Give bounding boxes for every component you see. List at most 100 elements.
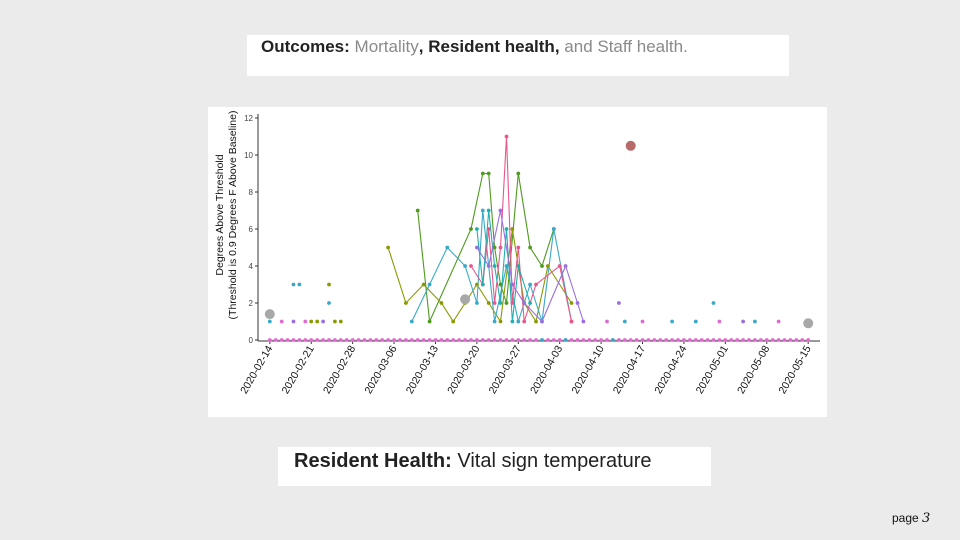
data-point — [534, 338, 538, 342]
data-point — [492, 301, 497, 305]
data-point — [445, 245, 450, 250]
data-point — [279, 319, 284, 324]
data-point — [782, 338, 787, 342]
data-point — [309, 319, 314, 324]
data-point — [469, 264, 473, 268]
data-point — [321, 338, 325, 342]
x-tick-label: 2020-04-10 — [569, 343, 606, 396]
title-staff-health: and Staff health — [564, 37, 684, 56]
data-point — [486, 301, 491, 305]
data-point — [776, 319, 781, 324]
data-point — [581, 338, 586, 342]
y-tick-label: 8 — [249, 188, 254, 197]
data-point — [622, 338, 627, 342]
data-point — [492, 264, 497, 268]
data-point — [599, 338, 603, 342]
y-tick-label: 6 — [249, 225, 254, 234]
data-point — [611, 338, 615, 342]
data-point — [516, 319, 521, 324]
data-point — [291, 319, 296, 324]
data-point — [753, 319, 757, 324]
data-point — [433, 338, 438, 342]
data-point — [522, 319, 527, 324]
data-point — [415, 208, 420, 213]
x-tick-label: 2020-03-27 — [487, 343, 524, 396]
highlight-point — [460, 294, 471, 305]
data-point — [628, 338, 633, 342]
y-axis-label-line1: Degrees Above Threshold — [214, 154, 226, 275]
x-tick-label: 2020-05-08 — [735, 343, 772, 396]
data-point — [688, 338, 692, 342]
data-point — [315, 338, 320, 342]
data-point — [404, 338, 408, 342]
data-point — [445, 338, 450, 342]
page-label: page — [892, 511, 919, 525]
slide-caption: Resident Health: Vital sign temperature — [278, 447, 711, 486]
data-point — [386, 338, 390, 342]
x-tick-label: 2020-04-24 — [652, 343, 689, 396]
data-point — [652, 338, 657, 342]
x-tick-label: 2020-02-14 — [238, 343, 275, 396]
x-tick-label: 2020-05-15 — [777, 343, 814, 396]
data-point — [386, 245, 390, 250]
data-point — [297, 338, 302, 342]
data-point — [522, 301, 527, 305]
data-point — [575, 301, 580, 305]
data-point — [622, 319, 627, 324]
data-point — [711, 338, 716, 342]
data-point — [569, 338, 574, 342]
caption-text: Vital sign temperature — [457, 450, 652, 472]
data-point — [469, 338, 473, 342]
slide-title: Outcomes: Mortality, Resident health, an… — [247, 35, 789, 76]
data-point — [475, 338, 479, 342]
data-point — [404, 301, 408, 305]
data-point — [451, 338, 456, 342]
x-tick-label: 2020-03-20 — [445, 343, 482, 396]
title-period: . — [683, 37, 688, 56]
data-point — [693, 319, 698, 324]
data-point — [504, 301, 509, 305]
data-point — [480, 338, 485, 342]
chart-panel: Degrees Above Threshold (Threshold is 0.… — [208, 107, 827, 417]
data-point — [581, 319, 586, 324]
data-point — [510, 282, 515, 287]
data-point — [338, 338, 343, 342]
data-point — [398, 338, 402, 342]
data-point — [327, 338, 331, 342]
data-point — [788, 338, 793, 342]
data-point — [463, 264, 467, 268]
data-point — [528, 301, 532, 305]
x-tick-label: 2020-04-17 — [611, 343, 648, 396]
data-point — [475, 245, 479, 250]
data-point — [735, 338, 740, 342]
data-point — [427, 319, 432, 324]
data-point — [303, 338, 308, 342]
data-point — [640, 319, 645, 324]
y-tick-label: 12 — [244, 114, 253, 123]
x-tick-label: 2020-03-06 — [362, 343, 399, 396]
data-point — [617, 301, 621, 305]
data-point — [504, 338, 509, 342]
y-tick-label: 4 — [249, 262, 254, 271]
data-point — [510, 301, 515, 305]
y-tick-label: 10 — [244, 151, 253, 160]
data-point — [551, 338, 556, 342]
data-point — [309, 338, 314, 342]
y-tick-label: 0 — [249, 336, 254, 345]
data-point — [498, 208, 503, 213]
data-point — [729, 338, 734, 342]
data-point — [362, 338, 367, 342]
page-number: page 3 — [892, 511, 930, 526]
data-point — [510, 319, 515, 324]
data-point — [356, 338, 361, 342]
data-point — [540, 264, 544, 268]
data-point — [285, 338, 290, 342]
data-point — [475, 282, 479, 287]
data-point — [516, 264, 521, 268]
data-point — [546, 338, 550, 342]
data-point — [758, 338, 763, 342]
data-point — [498, 319, 503, 324]
data-point — [498, 301, 503, 305]
highlight-points — [264, 140, 814, 329]
data-point — [439, 301, 444, 305]
